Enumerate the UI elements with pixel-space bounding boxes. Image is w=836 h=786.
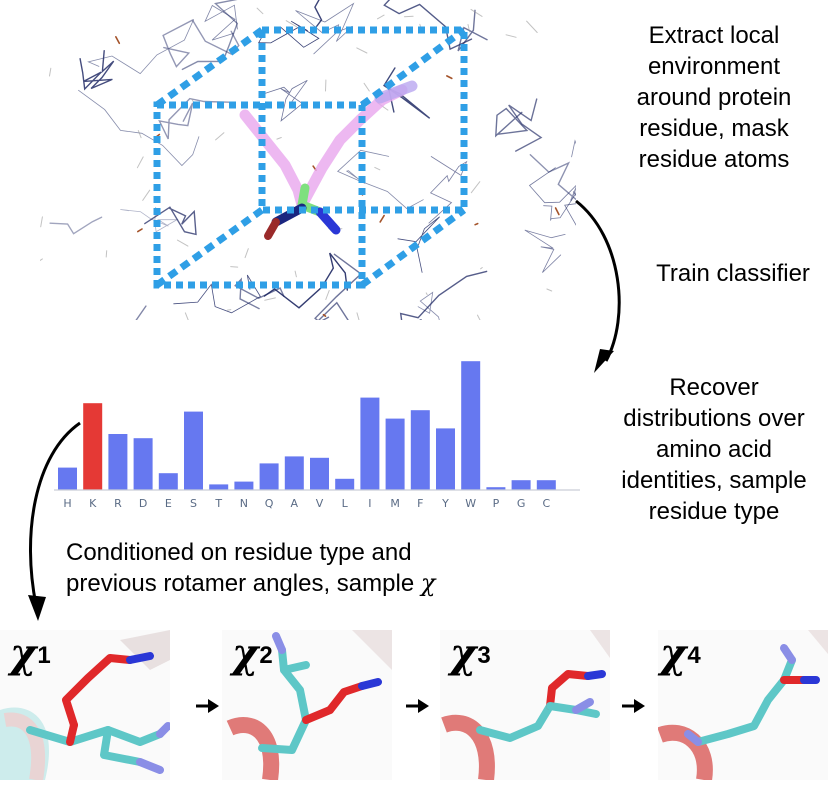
histogram-bar-G [511,480,531,490]
histogram-tick-label: Y [441,497,449,510]
histogram-tick-label: D [139,497,147,510]
histogram-bar-T [209,484,229,490]
rotamer-panel-chi2 [222,630,392,780]
extract-caption-line: residue atoms [638,146,790,173]
histogram-bar-Y [436,428,455,490]
histogram-bar-Q [259,463,279,490]
histogram-tick-label: H [63,497,71,510]
histogram-bar-A [284,456,304,490]
chi-symbol: χ [232,630,259,677]
histogram-bar-W [461,361,481,490]
rotamer-panel-chi3 [440,630,610,780]
histogram-tick-label: G [517,497,526,510]
extract-caption-line: environment [647,53,781,80]
chi-symbol: χ [420,569,436,597]
protein-environment-image [40,0,576,320]
histogram-tick-label: Q [265,497,274,510]
extract-caption-line: Extract local [648,22,780,49]
rotamer-label-chi3: χ3 [450,634,491,680]
histogram-tick-label: K [89,497,97,510]
chi-index: 2 [259,642,273,669]
rotamer-panel-chi4 [658,630,828,780]
histogram-bar-R [108,434,128,490]
step-arrow [622,699,645,713]
chi-symbol: χ [660,630,687,677]
histogram-bar-N [234,481,254,490]
condition-caption-text: previous rotamer angles, sample [66,570,415,597]
recover-caption-line: amino acid [655,436,773,463]
condition-caption-line: Conditioned on residue type and [66,539,412,566]
recover-caption-line: identities, sample [621,467,807,494]
histogram-tick-label: V [316,497,324,510]
rotamer-label-chi1: χ1 [10,634,51,680]
environment-boxes [153,26,468,289]
histogram-tick-label: E [165,497,172,510]
sample-arrow [28,421,81,621]
rotamer-label-chi4: χ4 [660,634,701,680]
chi-symbol: χ [450,630,477,677]
train-caption: Train classifier [656,260,810,287]
histogram-tick-label: F [417,497,423,510]
histogram-tick-label: M [390,497,400,510]
rotamer-panel-chi1 [0,630,170,780]
rotamer-label-chi2: χ2 [232,634,273,680]
histogram-bar-K [83,403,103,490]
extract-caption-line: around protein [636,84,792,111]
recover-caption-line: residue type [648,498,780,525]
histogram-bar-D [133,438,153,490]
step-arrow [196,699,219,713]
recover-caption-line: Recover [669,374,759,401]
chi-index: 4 [687,642,701,669]
histogram-tick-label: I [368,497,371,510]
histogram-bar-L [335,478,355,490]
histogram-tick-label: N [240,497,248,510]
histogram-tick-label: R [114,497,122,510]
histogram-tick-label: S [190,497,197,510]
recover-caption: Recover distributions over amino acid id… [592,372,836,527]
histogram-tick-label: T [214,497,222,510]
histogram-bar-C [536,480,556,490]
histogram-bar-S [184,411,203,490]
train-arrow [575,199,621,373]
histogram-bar-E [158,473,178,490]
extract-caption-line: residue, mask [639,115,789,142]
histogram-bar-P [486,487,506,490]
recover-caption-line: distributions over [623,405,805,432]
chi-index: 1 [37,642,51,669]
extract-caption: Extract local environment around protein… [592,20,836,175]
histogram-tick-label: C [542,497,550,510]
histogram-tick-label: P [493,497,500,510]
histogram-tick-label: A [291,497,299,510]
histogram-bar-F [410,410,430,490]
histogram-bar-I [360,397,380,490]
histogram-bar-M [385,418,405,490]
histogram-bar-V [310,457,329,490]
chi-symbol: χ [10,630,37,677]
histogram-tick-label: W [465,497,476,510]
histogram-tick-label: L [342,497,349,510]
protein-wireframe [40,0,576,320]
condition-caption-line2: previous rotamer angles, sample χ [66,568,435,599]
chi-index: 3 [477,642,491,669]
condition-caption: Conditioned on residue type and previous… [66,537,435,599]
histogram-bar-H [58,467,77,490]
step-arrow [406,699,429,713]
